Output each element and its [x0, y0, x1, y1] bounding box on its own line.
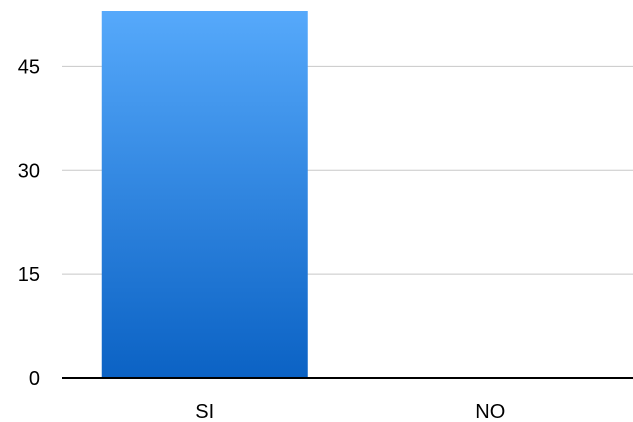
bar-si [101, 11, 308, 378]
y-axis-tick-labels: 0 15 30 45 [18, 56, 40, 390]
y-tick-label: 30 [18, 160, 40, 182]
bars [101, 11, 308, 378]
category-label-si: SI [195, 401, 214, 422]
y-tick-label: 15 [18, 264, 40, 286]
y-tick-label: 45 [18, 56, 40, 78]
category-label-no: NO [475, 401, 505, 422]
x-axis-category-labels: SI NO [195, 401, 505, 422]
y-tick-label: 0 [29, 368, 40, 390]
